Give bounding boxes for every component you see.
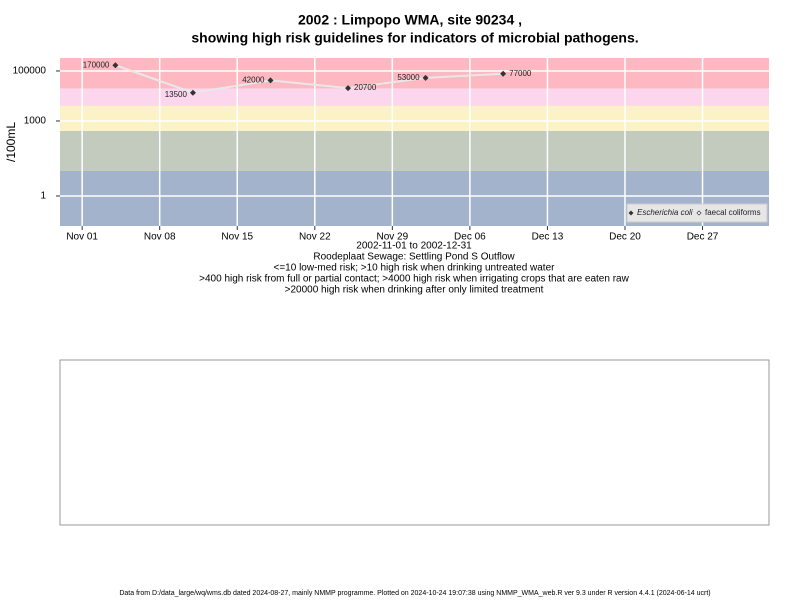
chart-title: showing high risk guidelines for indicat… [191, 30, 638, 46]
risk-band [60, 58, 769, 89]
data-label: 42000 [242, 75, 265, 84]
data-point [422, 74, 429, 81]
data-point [500, 70, 507, 77]
data-point [267, 77, 274, 84]
subtitle: Roodeplaat Sewage: Settling Pond S Outfl… [313, 252, 515, 263]
x-tick-label: Dec 27 [687, 232, 719, 243]
x-tick-label: Nov 22 [299, 232, 331, 243]
footer: Data from D:/data_large/wq/wms.db dated … [119, 590, 710, 597]
y-tick-label: 1 [40, 191, 46, 202]
data-label: 77000 [509, 69, 532, 78]
empty-panel [59, 359, 770, 526]
data-point [345, 85, 352, 92]
series-line [115, 64, 504, 94]
data-label: 170000 [83, 60, 110, 69]
x-tick-label: Dec 06 [454, 232, 486, 243]
y-tick-label: 100000 [13, 66, 47, 77]
x-tick-label: Nov 15 [221, 232, 253, 243]
risk-band [60, 130, 769, 171]
subtitle: <=10 low-med risk; >10 high risk when dr… [274, 263, 556, 274]
legend-label: faecal coliforms [705, 208, 761, 217]
legend-marker [628, 210, 634, 216]
legend-label: Escherichia coli [637, 208, 693, 217]
data-label: 20700 [354, 83, 377, 92]
chart-title: 2002 : Limpopo WMA, site 90234 , [298, 12, 522, 28]
data-label: 13500 [165, 90, 188, 99]
y-axis-label: /100mL [4, 122, 18, 162]
x-tick-label: Nov 29 [377, 232, 409, 243]
subtitle: >20000 high risk when drinking after onl… [285, 285, 544, 296]
data-point [112, 62, 119, 69]
y-tick-label: 1000 [24, 116, 47, 127]
legend-marker [696, 210, 702, 216]
subtitle: >400 high risk from full or partial cont… [199, 274, 629, 285]
data-point [189, 89, 196, 96]
x-tick-label: Nov 08 [144, 232, 176, 243]
risk-band [60, 105, 769, 131]
x-tick-label: Dec 20 [609, 232, 641, 243]
data-label: 53000 [397, 73, 420, 82]
x-tick-label: Nov 01 [66, 232, 98, 243]
x-tick-label: Dec 13 [532, 232, 564, 243]
legend: Escherichia coli faecal coliforms [626, 203, 768, 223]
subtitle: 2002-11-01 to 2002-12-31 [356, 241, 472, 252]
